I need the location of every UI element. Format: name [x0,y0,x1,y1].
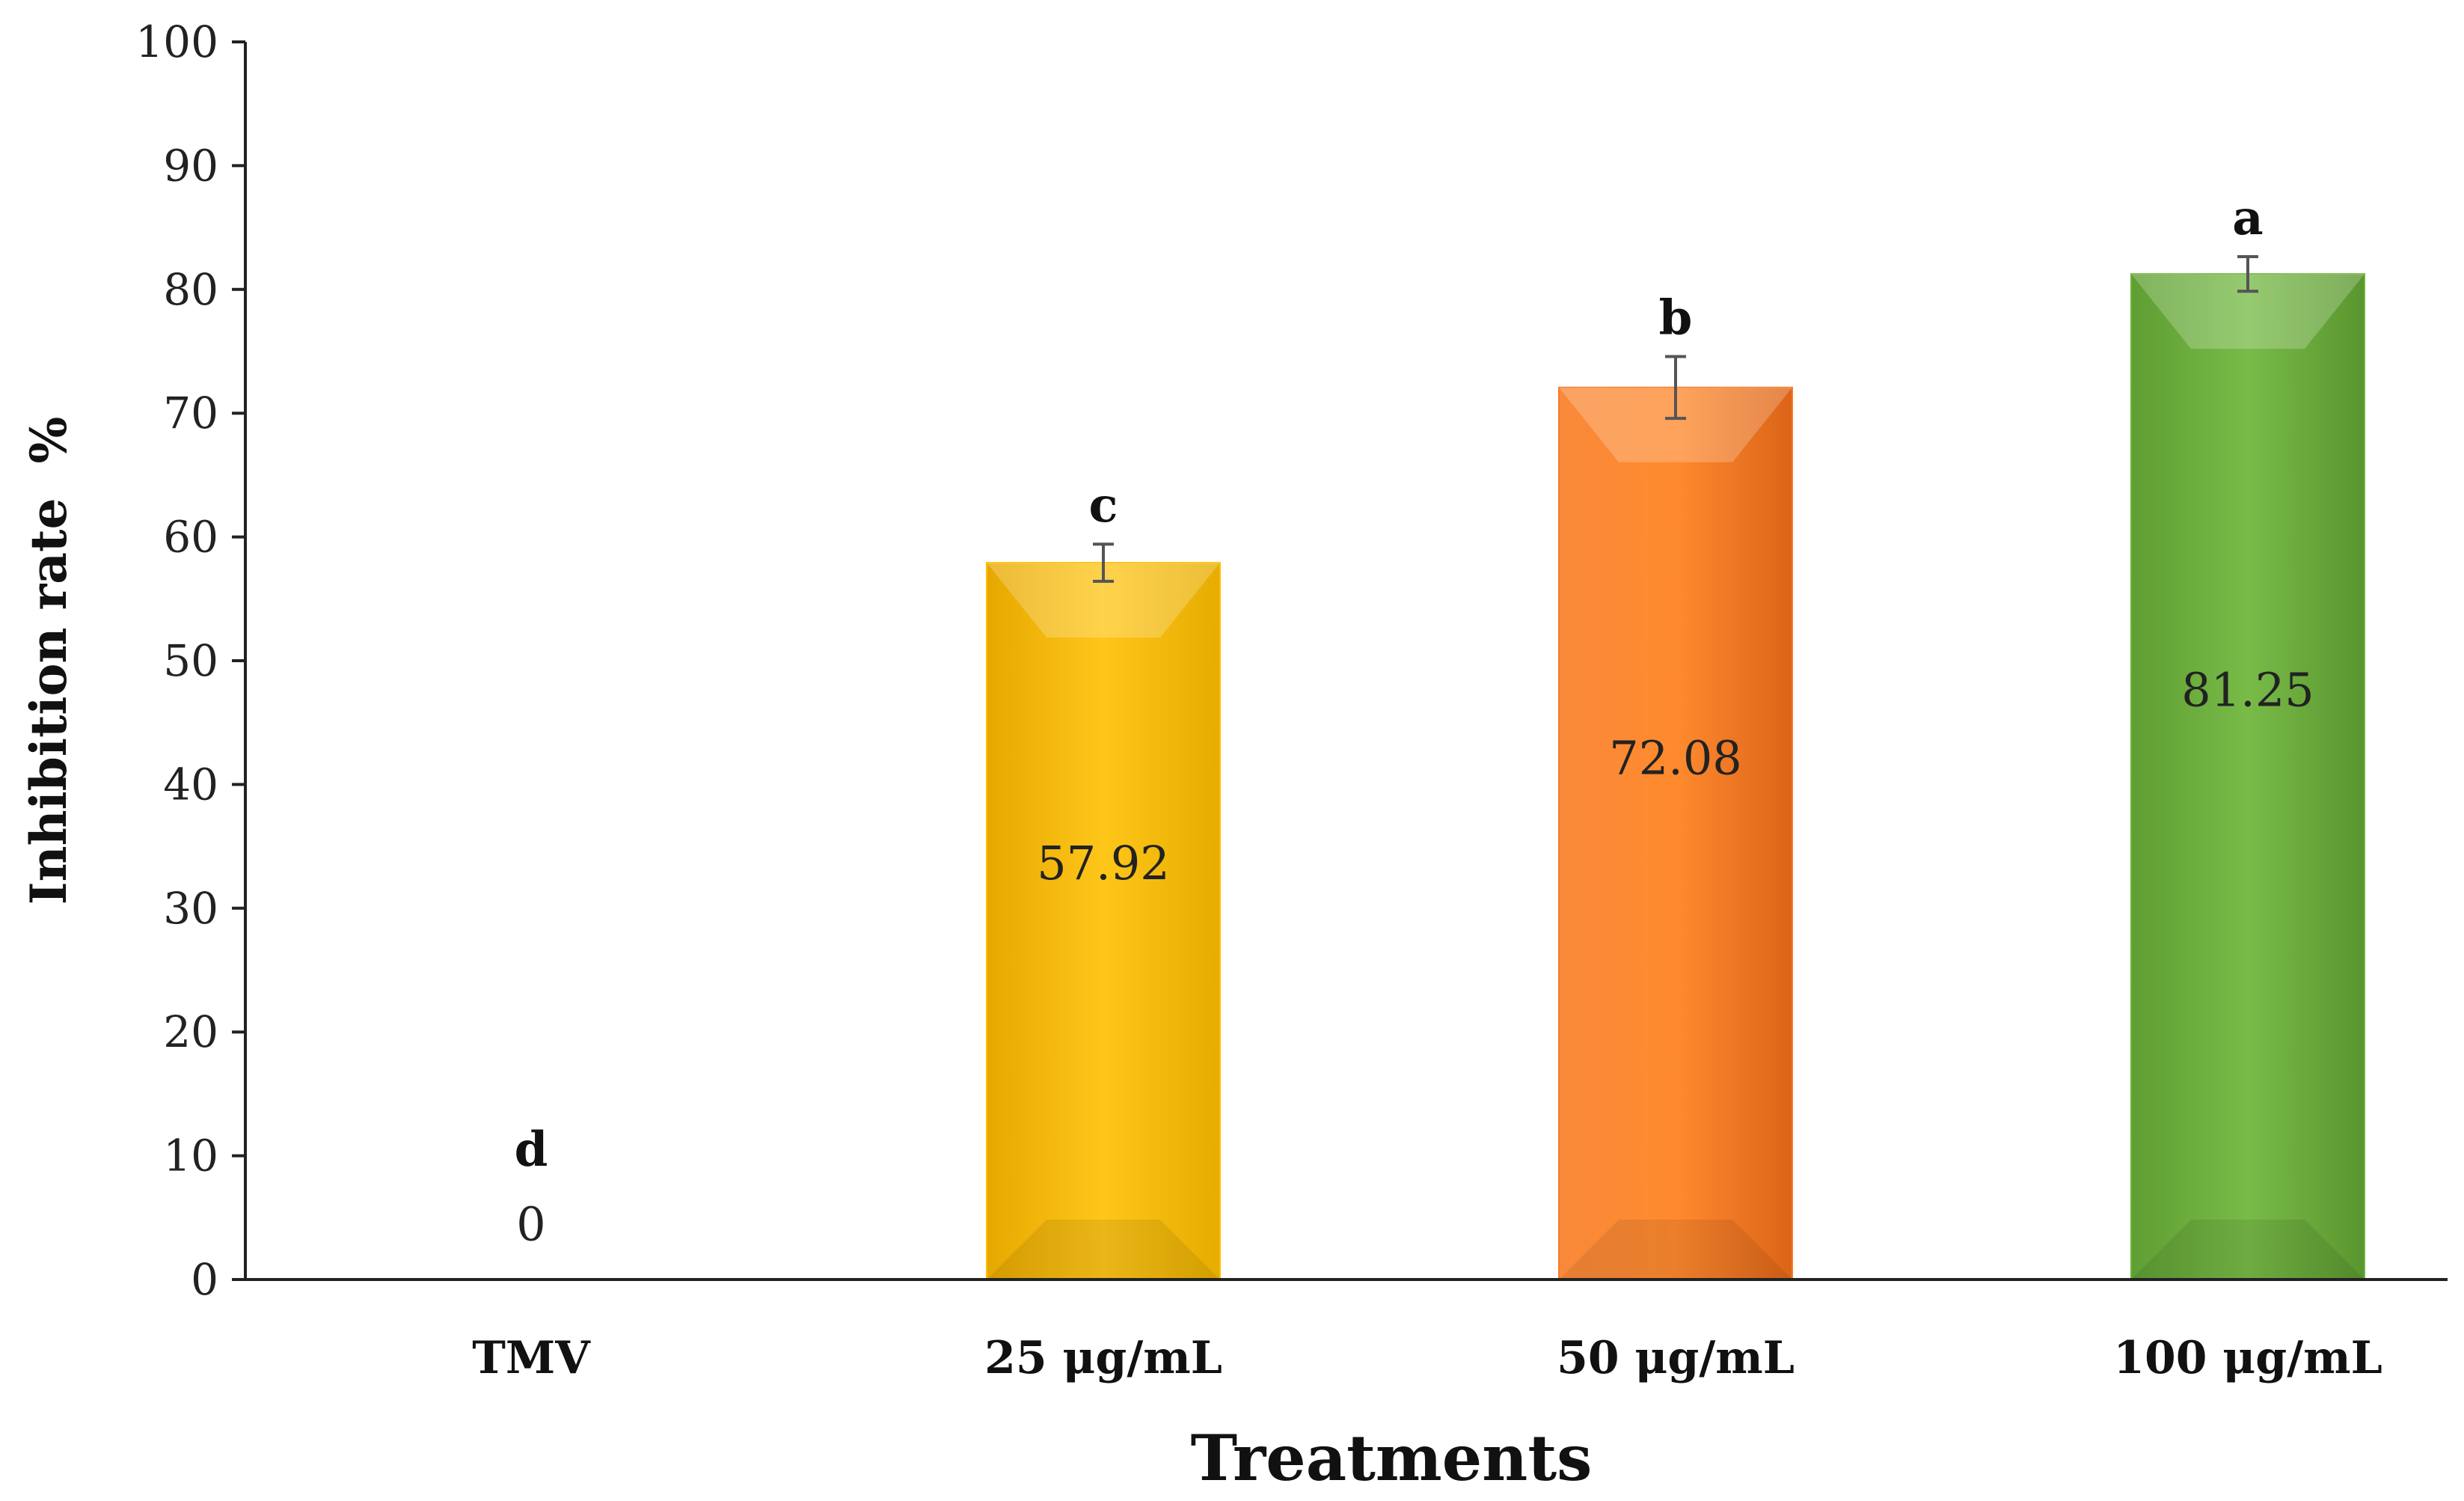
error-bars [1093,254,2258,583]
value-labels: 0 57.92 72.08 81.25 [516,663,2314,1252]
value-label: 57.92 [1037,836,1170,890]
y-tick-label: 10 [163,1131,218,1181]
bar-bevel-bottom [2131,1220,2365,1280]
significance-letter: c [1089,477,1118,534]
y-tick-label: 100 [135,16,218,67]
y-tick-label: 60 [163,512,218,563]
significance-letters: d c b a [515,190,2264,1178]
bar-4 [2130,273,2365,1280]
bar-bevel-top [2131,274,2365,349]
bar-bevel-bottom [1559,1220,1792,1280]
y-axis-title: Inhibition rate % [19,417,78,905]
x-tick-label: 100 μg/mL [2113,1332,2382,1384]
value-label: 81.25 [2181,663,2314,718]
y-tick-label: 40 [163,759,218,810]
x-tick-label: TMV [472,1332,591,1384]
value-label: 0 [516,1197,545,1252]
bar-bevel-top [987,563,1220,638]
significance-letter: a [2232,190,2263,246]
bar-bevel-bottom [987,1220,1220,1280]
y-tick-label: 90 [163,140,218,191]
y-tick-label: 20 [163,1006,218,1057]
x-tick-label: 50 μg/mL [1557,1332,1795,1384]
y-tick-label: 0 [191,1254,218,1305]
value-label: 72.08 [1609,731,1742,786]
bar-3 [1558,386,1793,1281]
bar-bevel-top [1559,387,1792,462]
y-axis-ticks: 0 10 20 30 40 50 60 70 80 90 100 [135,16,245,1305]
bar-2 [986,562,1221,1280]
y-tick-label: 70 [163,388,218,438]
y-tick-label: 80 [163,264,218,315]
y-tick-label: 50 [163,635,218,686]
y-tick-label: 30 [163,883,218,934]
significance-letter: b [1659,290,1693,346]
x-axis-title: Treatments [1191,1421,1593,1495]
x-axis-category-labels: TMV 25 μg/mL 50 μg/mL 100 μg/mL [472,1332,2382,1384]
significance-letter: d [515,1122,548,1178]
x-tick-label: 25 μg/mL [984,1332,1222,1384]
